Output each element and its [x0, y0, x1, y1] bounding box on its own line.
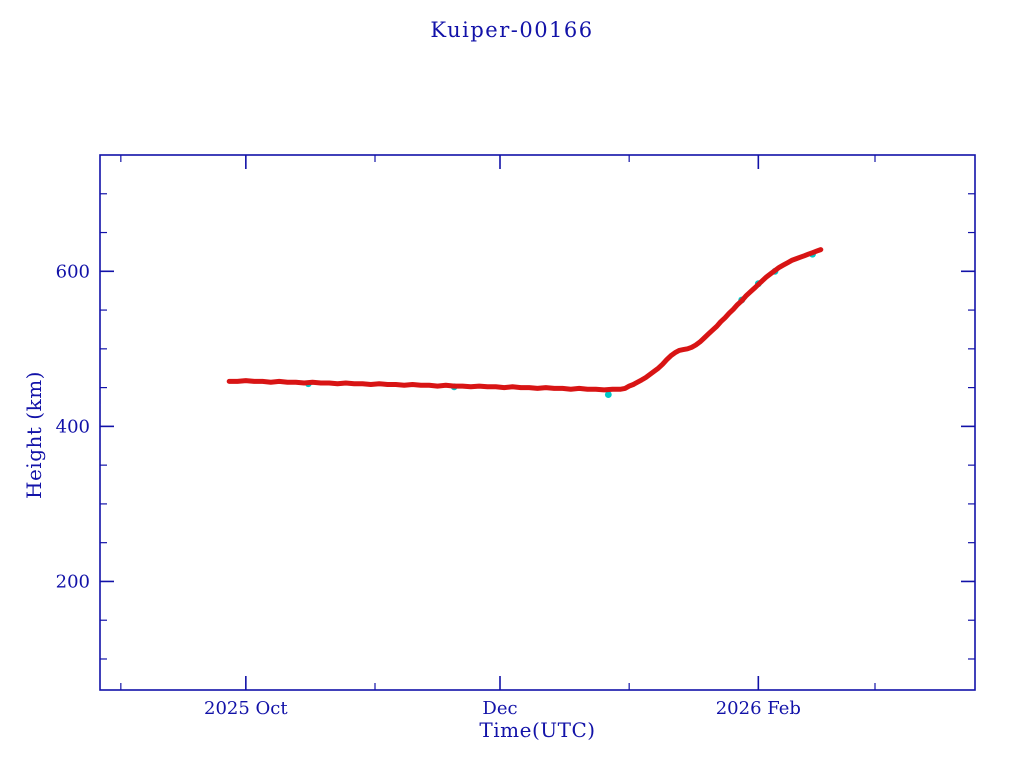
y-tick-label: 600 — [56, 261, 90, 282]
secondary-data-point — [604, 391, 612, 398]
x-tick-label: Dec — [482, 698, 517, 719]
plot-frame — [99, 154, 976, 691]
y-tick-label: 200 — [56, 571, 90, 592]
x-tick-label: 2026 Feb — [716, 698, 801, 719]
x-axis-label: Time(UTC) — [479, 718, 596, 742]
chart-title: Kuiper-00166 — [430, 18, 594, 42]
y-tick-label: 400 — [56, 416, 90, 437]
x-tick-label: 2025 Oct — [204, 698, 288, 719]
primary-data-trace — [226, 247, 824, 393]
